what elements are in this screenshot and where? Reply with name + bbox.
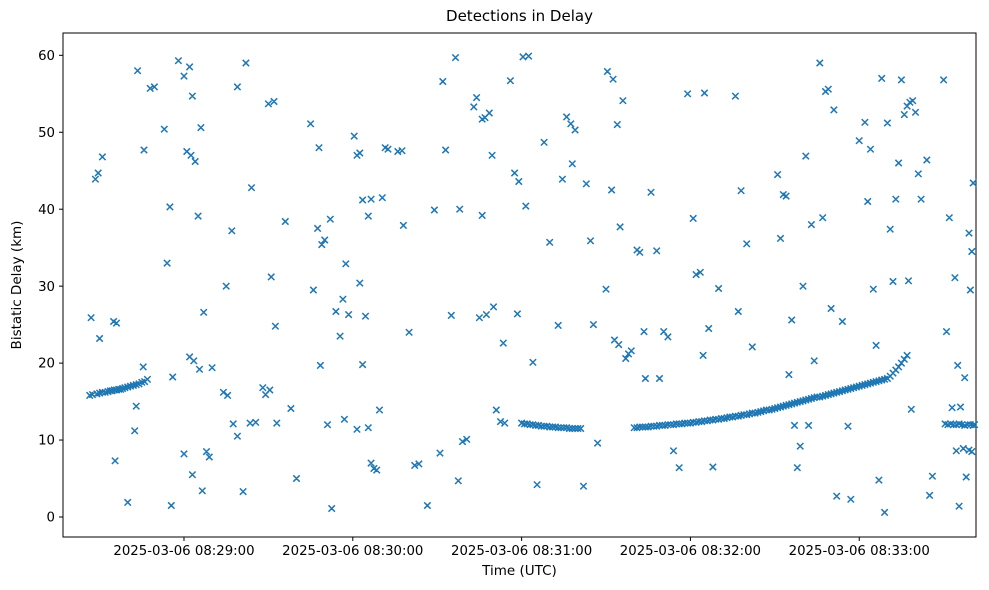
x-tick-label: 2025-03-06 08:32:00: [620, 544, 761, 559]
y-tick-label: 40: [38, 203, 55, 218]
x-tick-label: 2025-03-06 08:31:00: [451, 544, 592, 559]
y-tick-label: 20: [38, 357, 55, 372]
y-tick-label: 10: [38, 434, 55, 449]
x-tick-label: 2025-03-06 08:29:00: [113, 544, 254, 559]
scatter-points: [85, 52, 979, 517]
x-tick-label: 2025-03-06 08:33:00: [789, 544, 930, 559]
y-tick-label: 0: [47, 511, 55, 526]
plot-frame: [62, 32, 977, 538]
chart-title: Detections in Delay: [446, 7, 593, 25]
y-tick-label: 60: [38, 49, 55, 64]
y-tick-label: 30: [38, 280, 55, 295]
y-tick-label: 50: [38, 126, 55, 141]
x-tick-label: 2025-03-06 08:30:00: [282, 544, 423, 559]
y-axis-label: Bistatic Delay (km): [9, 220, 25, 350]
x-axis-label: Time (UTC): [482, 563, 557, 579]
